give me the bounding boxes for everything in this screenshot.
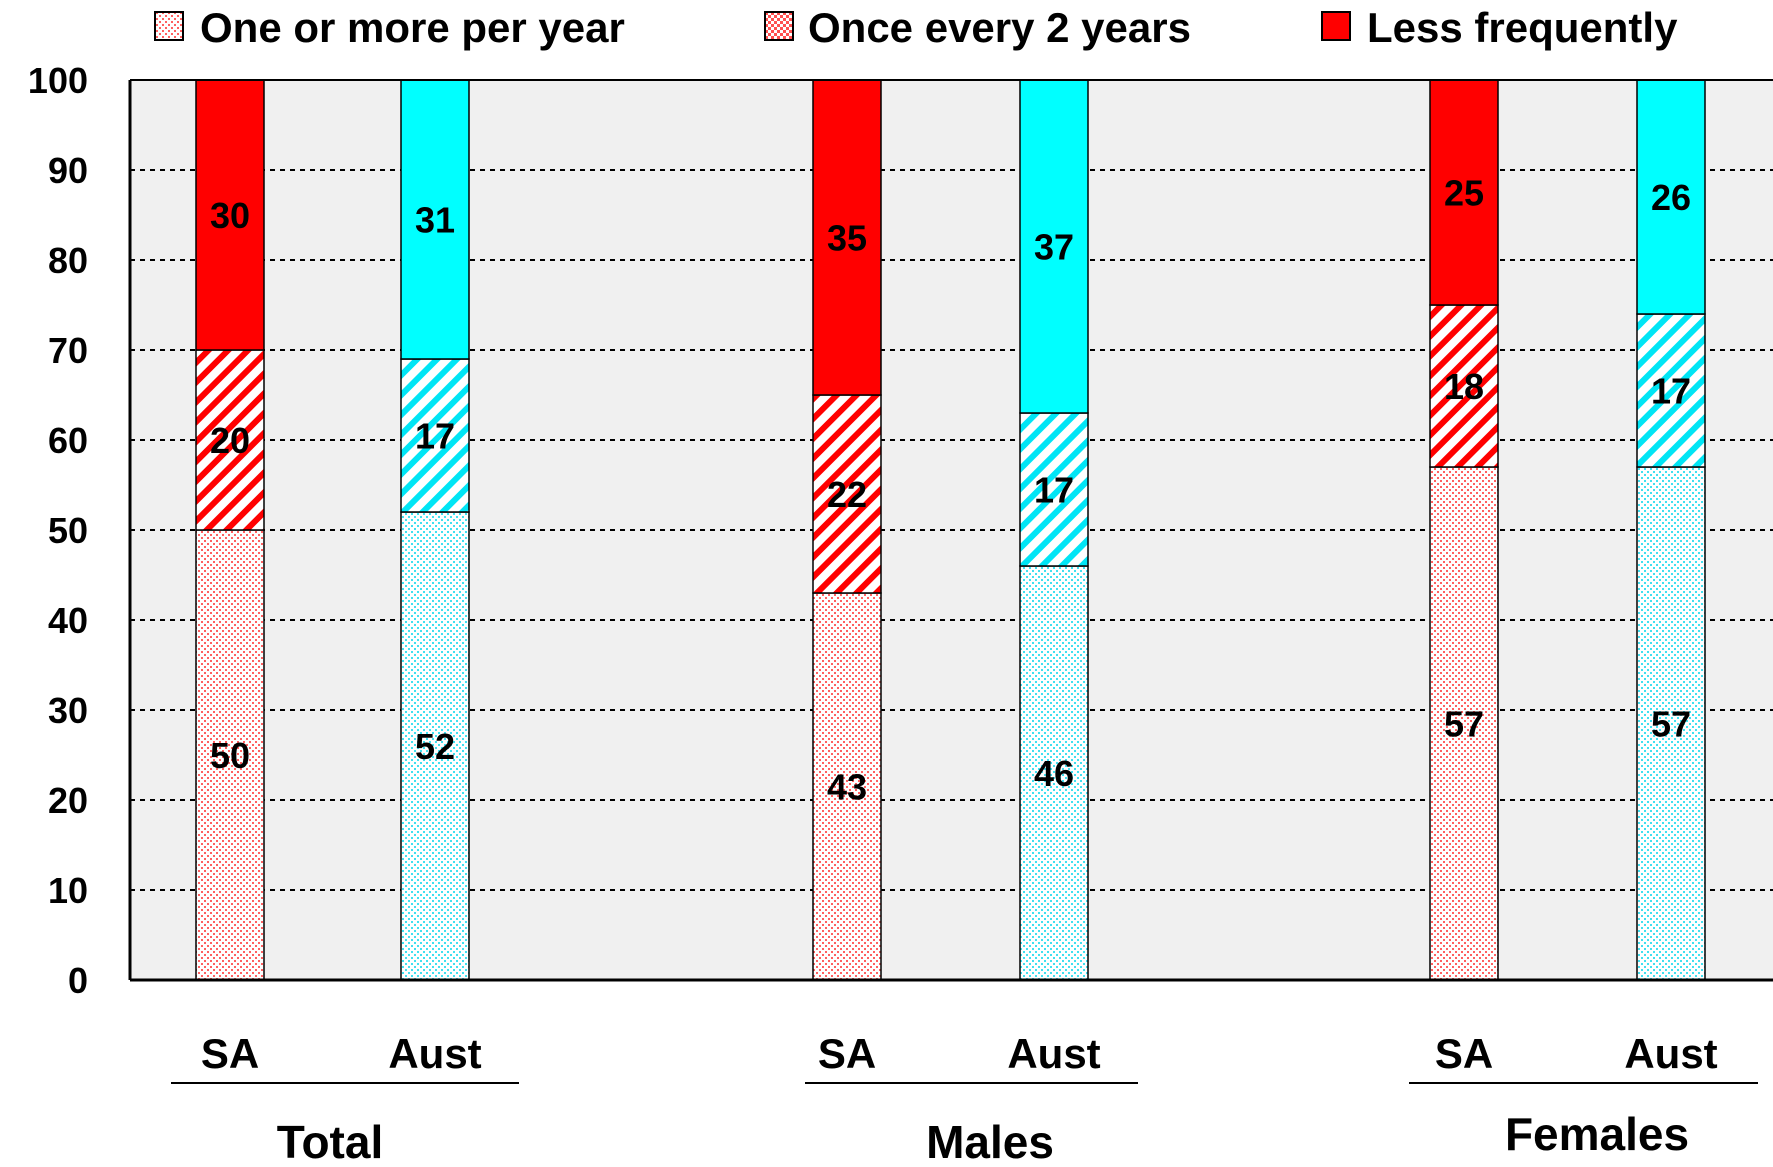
bar-sa-2-series-1 bbox=[812, 394, 882, 594]
bar-sa-0-series-1 bbox=[195, 349, 265, 531]
x-tick-label: SA bbox=[818, 1030, 876, 1077]
legend-swatch bbox=[764, 11, 794, 41]
group-label: Total bbox=[277, 1116, 383, 1167]
data-label: 31 bbox=[415, 200, 455, 241]
data-label: 46 bbox=[1034, 753, 1074, 794]
bar-sa-4-series-1 bbox=[1429, 304, 1499, 468]
y-tick-label: 60 bbox=[48, 420, 88, 461]
data-label: 17 bbox=[415, 416, 455, 457]
data-label: 37 bbox=[1034, 227, 1074, 268]
bar-aust-5-series-2 bbox=[1636, 79, 1706, 315]
group-label: Females bbox=[1505, 1108, 1689, 1160]
bar-sa-0-series-2 bbox=[195, 79, 265, 351]
legend-entry: One or more per year bbox=[200, 4, 625, 51]
data-label: 25 bbox=[1444, 173, 1484, 214]
legend-swatch bbox=[154, 11, 184, 41]
y-tick-label: 80 bbox=[48, 240, 88, 281]
data-label: 20 bbox=[210, 420, 250, 461]
legend-entry: Less frequently bbox=[1367, 4, 1678, 51]
bar-aust-3-series-1 bbox=[1019, 412, 1089, 567]
y-tick-label: 50 bbox=[48, 510, 88, 551]
bar-sa-4-series-2 bbox=[1429, 79, 1499, 306]
data-label: 43 bbox=[827, 767, 867, 808]
data-label: 50 bbox=[210, 735, 250, 776]
x-tick-label: SA bbox=[1435, 1030, 1493, 1077]
bars bbox=[195, 79, 1706, 981]
group-label: Males bbox=[926, 1116, 1054, 1167]
data-label: 17 bbox=[1651, 371, 1691, 412]
bar-aust-1-series-1 bbox=[400, 358, 470, 513]
bar-aust-5-series-1 bbox=[1636, 313, 1706, 468]
bar-aust-3-series-2 bbox=[1019, 79, 1089, 414]
data-label: 57 bbox=[1444, 704, 1484, 745]
x-tick-label: Aust bbox=[1007, 1030, 1100, 1077]
data-label: 26 bbox=[1651, 177, 1691, 218]
data-label: 57 bbox=[1651, 704, 1691, 745]
y-tick-label: 30 bbox=[48, 690, 88, 731]
bar-aust-1-series-2 bbox=[400, 79, 470, 360]
bar-sa-2-series-2 bbox=[812, 79, 882, 396]
legend-entry: Once every 2 years bbox=[808, 4, 1191, 51]
bar-aust-5-series-0 bbox=[1636, 466, 1706, 981]
y-tick-label: 100 bbox=[28, 60, 88, 101]
y-tick-label: 90 bbox=[48, 150, 88, 191]
data-label: 30 bbox=[210, 195, 250, 236]
y-axis-ticks: 0 10 20 30 40 50 60 70 80 90 100 bbox=[28, 60, 88, 1001]
x-tick-label: Aust bbox=[388, 1030, 481, 1077]
y-tick-label: 70 bbox=[48, 330, 88, 371]
legend: One or more per year Once every 2 years Le… bbox=[154, 4, 1678, 51]
data-label: 17 bbox=[1034, 470, 1074, 511]
bar-sa-2-series-0 bbox=[812, 592, 882, 981]
y-tick-label: 40 bbox=[48, 600, 88, 641]
bar-aust-1-series-0 bbox=[400, 511, 470, 981]
data-label: 18 bbox=[1444, 366, 1484, 407]
y-tick-label: 0 bbox=[68, 960, 88, 1001]
bar-sa-4-series-0 bbox=[1429, 466, 1499, 981]
data-label: 35 bbox=[827, 218, 867, 259]
bar-labels: 50 20 30 52 17 31 43 22 35 46 17 37 57 18 25 57 17 26 bbox=[210, 173, 1691, 808]
data-label: 22 bbox=[827, 474, 867, 515]
data-label: 52 bbox=[415, 726, 455, 767]
legend-swatch bbox=[1321, 11, 1351, 41]
bar-aust-3-series-0 bbox=[1019, 565, 1089, 981]
x-tick-label: Aust bbox=[1624, 1030, 1717, 1077]
x-tick-label: SA bbox=[201, 1030, 259, 1077]
y-tick-label: 10 bbox=[48, 870, 88, 911]
axes bbox=[128, 79, 1773, 982]
y-tick-label: 20 bbox=[48, 780, 88, 821]
